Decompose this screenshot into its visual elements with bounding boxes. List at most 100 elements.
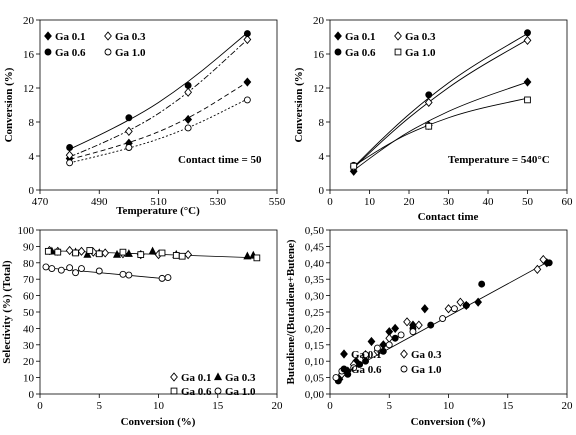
chart-panel-4: 0 5 10 15 20 0,00 0,05 0,10 0,15 0,20 0,25 0,30 0,35… — [285, 225, 573, 428]
x-tick-label: 10 — [443, 400, 455, 412]
data-point-series3-10 — [178, 252, 186, 260]
y-tick-label: 0,50 — [305, 225, 325, 237]
legend-marker-2 — [104, 31, 112, 41]
legend-label-4: Ga 1.0 — [115, 47, 146, 59]
data-point-series4-6 — [78, 265, 85, 272]
data-point-series4-2 — [125, 144, 133, 151]
data-point-series3-1 — [66, 144, 74, 151]
legend-label-3: Ga 0.6 — [345, 47, 376, 59]
data-point-series4-4 — [362, 351, 369, 359]
x-tick-label: 10 — [153, 400, 165, 412]
data-point-series1-6 — [101, 248, 110, 258]
legend-marker-4 — [400, 365, 408, 373]
x-tick-label: 15 — [502, 400, 514, 412]
x-tick-label: 0 — [327, 196, 333, 208]
data-point-series3-5 — [95, 250, 103, 258]
condition-annotation: Temperature = 540°C — [448, 154, 550, 166]
x-axis-label: Temperature (°C) — [116, 205, 200, 217]
legend-marker-2 — [213, 372, 223, 381]
y-tick-label: 30 — [23, 340, 35, 352]
data-point-series2-6 — [124, 249, 133, 257]
x-tick-label: 0 — [327, 400, 333, 412]
y-tick-label: 0,00 — [305, 389, 325, 401]
legend-marker-1 — [170, 372, 178, 382]
data-point-series2-3 — [523, 35, 532, 45]
legend-label-2: Ga 0.3 — [405, 31, 436, 43]
data-point-series1-4 — [77, 246, 86, 256]
data-point-series1-3 — [184, 114, 193, 125]
data-point-series4-2 — [48, 265, 56, 272]
y-tick-label: 40 — [23, 323, 35, 335]
y-tick-label: 70 — [23, 274, 35, 286]
data-point-series3-1 — [44, 247, 52, 255]
legend-label-3: Ga 0.6 — [55, 47, 86, 59]
y-tick-label: 8 — [319, 117, 325, 129]
legend-label-3: Ga 0.6 — [351, 364, 382, 376]
x-tick-label: 50 — [522, 196, 534, 208]
data-point-series4-4 — [243, 96, 251, 104]
y-axis-label: Conversion (%) — [3, 67, 15, 142]
y-tick-label: 0 — [29, 389, 35, 401]
data-point-series2-2 — [424, 97, 433, 108]
data-point-series4-10 — [450, 305, 458, 313]
data-point-series2-4 — [243, 34, 252, 45]
data-point-series3-11 — [545, 259, 553, 267]
y-axis-label: Selectivity (%) (Total) — [1, 260, 13, 364]
legend-marker-1 — [44, 31, 52, 41]
x-tick-label: 40 — [483, 196, 495, 208]
x-tick-label: 20 — [404, 196, 416, 208]
y-tick-label: 0,40 — [305, 258, 325, 270]
data-point-series4-1 — [332, 374, 340, 382]
data-point-series1-12 — [474, 297, 483, 307]
legend-marker-4 — [104, 48, 112, 56]
data-point-series3-4 — [243, 30, 251, 38]
legend-marker-4 — [394, 48, 402, 56]
data-point-series1-3 — [523, 77, 532, 87]
y-axis-label: Conversion (%) — [293, 67, 305, 142]
y-tick-label: 0 — [29, 185, 35, 197]
data-point-series2-8 — [444, 304, 453, 314]
data-point-series3-3 — [356, 361, 364, 368]
legend-marker-1 — [340, 349, 348, 359]
data-point-series4-6 — [385, 341, 393, 349]
legend-label-2: Ga 0.3 — [115, 31, 146, 43]
x-tick-label: 550 — [269, 196, 286, 208]
data-point-series4-5 — [373, 344, 381, 352]
y-axis-label: Butadiene/(Butadiene+Butene) — [285, 239, 297, 384]
y-tick-label: 16 — [313, 49, 325, 61]
x-tick-label: 530 — [210, 196, 227, 208]
legend-label-1: Ga 0.1 — [181, 372, 212, 384]
chart-panel-3: 0 5 10 15 20 0 10 20 30 40 50 60 70 80 90 100 Conversion… — [1, 225, 283, 428]
legend-marker-3 — [340, 365, 348, 373]
data-point-series4-3 — [184, 124, 192, 132]
data-point-series3-6 — [391, 334, 399, 342]
data-point-series2-7 — [148, 246, 157, 255]
legend-label-1: Ga 0.1 — [351, 349, 382, 361]
y-tick-label: 10 — [23, 373, 35, 385]
fit-curve-3 — [353, 33, 528, 168]
y-tick-label: 0,10 — [305, 356, 325, 368]
legend-marker-2 — [400, 349, 408, 359]
y-tick-label: 90 — [23, 241, 35, 253]
y-tick-label: 0,15 — [305, 340, 325, 352]
legend-label-1: Ga 0.1 — [55, 31, 86, 43]
data-point-series3-4 — [362, 357, 369, 365]
y-tick-label: 20 — [313, 15, 325, 27]
data-point-series4-2 — [425, 122, 433, 130]
data-point-series4-9 — [125, 271, 133, 279]
data-point-series3-11 — [253, 254, 261, 262]
data-point-series3-9 — [462, 301, 470, 309]
y-tick-label: 4 — [319, 151, 325, 163]
y-tick-label: 0,35 — [305, 274, 325, 286]
data-point-series3-3 — [184, 81, 192, 89]
data-point-series4-7 — [397, 331, 405, 339]
chart-panel-1: 470 490 510 530 550 0 4 8 12 16 20 Temperature (°C)… — [3, 15, 286, 217]
x-tick-label: 20 — [562, 400, 574, 412]
y-tick-label: 20 — [23, 15, 35, 27]
y-tick-label: 20 — [23, 356, 35, 368]
data-point-series4-4 — [66, 264, 74, 272]
data-point-series4-11 — [164, 274, 172, 282]
data-point-series3-2 — [125, 114, 133, 122]
data-point-series3-10 — [478, 280, 486, 288]
data-point-series1-10 — [420, 304, 429, 314]
